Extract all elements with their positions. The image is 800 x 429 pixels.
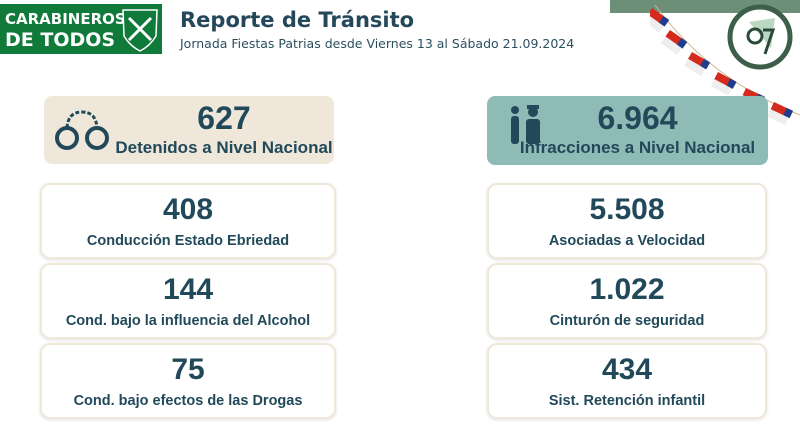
shield-icon [122, 9, 158, 52]
infracciones-label: Infracciones a Nivel Nacional [519, 138, 756, 157]
detenidos-summary: 627 Detenidos a Nivel Nacional [44, 96, 334, 164]
stat-card: 1.022 Cinturón de seguridad [487, 263, 767, 339]
stat-label: Sist. Retención infantil [548, 393, 706, 409]
stat-label: Asociadas a Velocidad [548, 233, 706, 249]
stat-value: 408 [162, 193, 214, 226]
police-officer-icon [511, 105, 540, 144]
stat-value: 144 [162, 273, 214, 306]
stat-card: 5.508 Asociadas a Velocidad [487, 183, 767, 259]
stat-label: Cinturón de seguridad [549, 313, 705, 329]
stat-value: 5.508 [589, 193, 665, 226]
stat-label: Conducción Estado Ebriedad [86, 233, 290, 249]
stat-card: 408 Conducción Estado Ebriedad [40, 183, 336, 259]
stat-value: 434 [601, 353, 653, 386]
stat-label: Cond. bajo la influencia del Alcohol [65, 313, 311, 329]
brand-line1: CARABINEROS [5, 10, 126, 28]
brand-line2: DE TODOS [5, 29, 116, 51]
detenidos-value: 627 [197, 100, 251, 136]
infracciones-value: 6.964 [597, 100, 678, 136]
detenidos-label: Detenidos a Nivel Nacional [115, 138, 333, 157]
handcuffs-icon [55, 110, 109, 150]
stat-value: 1.022 [589, 273, 665, 306]
page-title: Reporte de Tránsito [180, 8, 415, 32]
stat-label: Cond. bajo efectos de las Drogas [73, 393, 303, 409]
stat-value: 75 [171, 353, 205, 386]
stat-card: 434 Sist. Retención infantil [487, 343, 767, 419]
page-subtitle: Jornada Fiestas Patrias desde Viernes 13… [180, 36, 575, 51]
stat-card: 75 Cond. bajo efectos de las Drogas [40, 343, 336, 419]
stat-card: 144 Cond. bajo la influencia del Alcohol [40, 263, 336, 339]
infracciones-summary: 6.964 Infracciones a Nivel Nacional [487, 96, 768, 165]
centenario-emblem [727, 4, 793, 70]
